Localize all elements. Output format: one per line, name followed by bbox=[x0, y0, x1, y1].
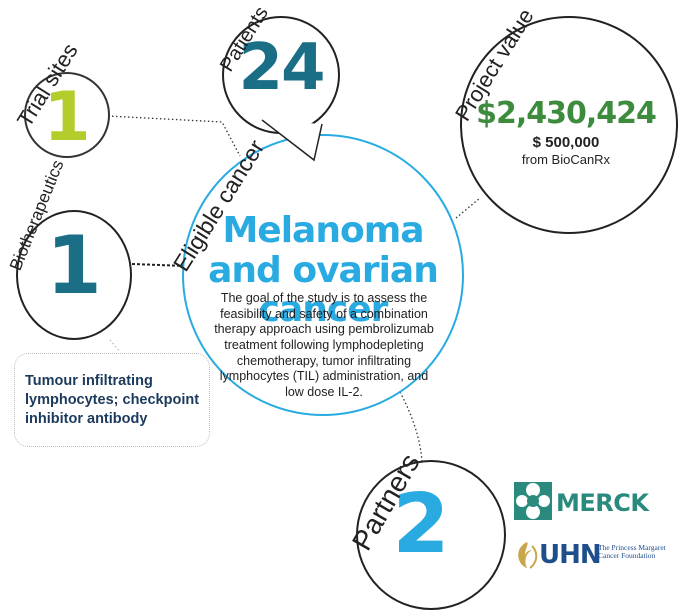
biotherapeutics-circle bbox=[16, 210, 132, 340]
connector-lines bbox=[107, 115, 481, 463]
trial-sites-value: 1 bbox=[43, 78, 91, 157]
connector-biotherapeutics bbox=[109, 339, 121, 353]
connector-project-value bbox=[455, 197, 481, 219]
eligible-cancer-description: The goal of the study is to assess the f… bbox=[214, 291, 434, 399]
biotherapeutics-description-box: Tumour infiltrating lymphocytes; checkpo… bbox=[14, 353, 210, 447]
merck-logo-text: MERCK bbox=[556, 489, 649, 517]
patients-pointer bbox=[261, 119, 323, 162]
uhn-logo-text: UHN bbox=[539, 540, 602, 570]
project-value-circle bbox=[460, 16, 678, 234]
patients-value: 24 bbox=[238, 31, 325, 105]
partners-value: 2 bbox=[392, 477, 450, 572]
biotherapeutics-description: Tumour infiltrating lymphocytes; checkpo… bbox=[25, 373, 200, 427]
project-value-source: from BioCanRx bbox=[521, 152, 611, 167]
uhn-logo-icon bbox=[518, 542, 538, 569]
project-value-contribution: $ 500,000 bbox=[532, 134, 600, 151]
trial-sites-circle bbox=[24, 72, 110, 158]
eligible-cancer-circle bbox=[182, 134, 464, 416]
project-value-amount: $2,430,424 bbox=[476, 96, 657, 131]
merck-logo-icon bbox=[514, 482, 552, 520]
uhn-foundation-text: The Princess Margaret Cancer Foundation bbox=[598, 543, 666, 560]
connector-biotherapeutics-solid bbox=[131, 263, 187, 267]
eligible-cancer-title: Melanoma and ovarian cancer bbox=[208, 210, 439, 331]
biotherapeutics-value: 1 bbox=[46, 219, 102, 312]
